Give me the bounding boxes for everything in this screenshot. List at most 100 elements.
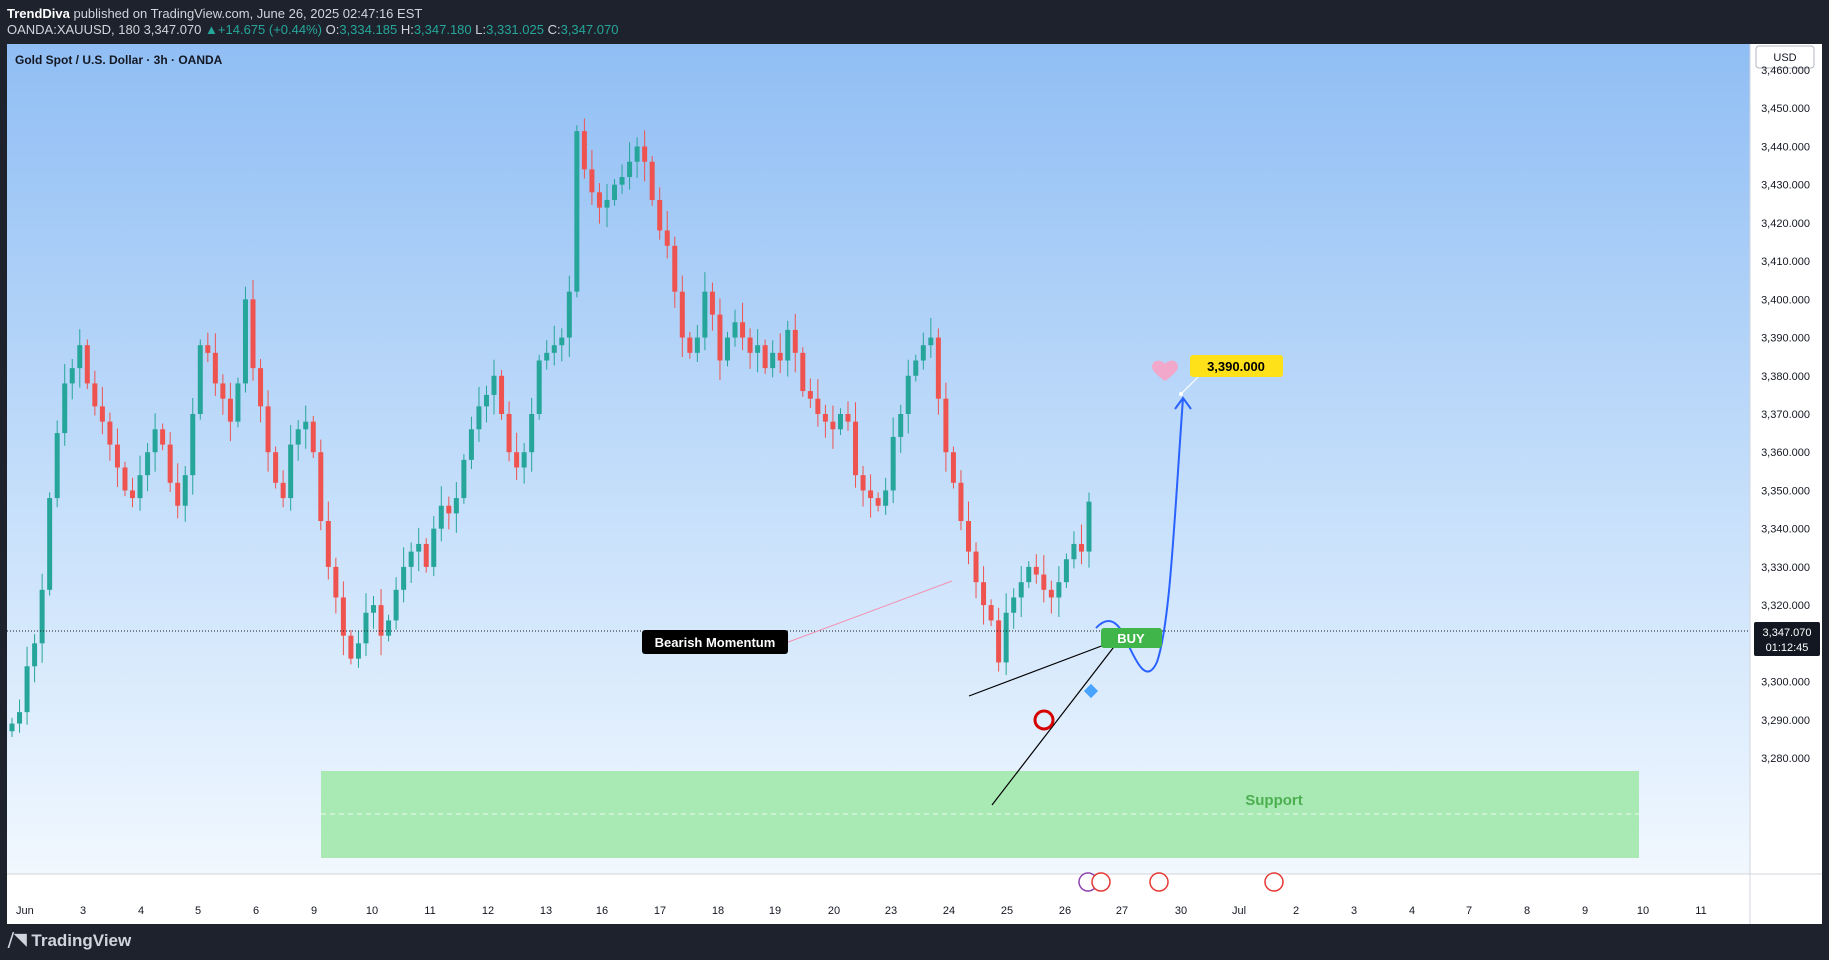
buy-badge[interactable] — [1101, 628, 1162, 648]
candle-body[interactable] — [627, 161, 633, 178]
chart-area[interactable]: Support Bearish Momentum BUY 3,390.000 U… — [7, 44, 1822, 924]
candle-body[interactable] — [303, 421, 309, 430]
candle-body[interactable] — [514, 452, 520, 468]
candle-body[interactable] — [122, 467, 128, 491]
projection-path[interactable] — [1095, 397, 1184, 673]
candle-body[interactable] — [747, 337, 753, 353]
candle-body[interactable] — [905, 375, 911, 414]
candle-body[interactable] — [378, 605, 384, 636]
candle-body[interactable] — [1003, 612, 1009, 663]
bearish-momentum-box[interactable] — [642, 630, 788, 654]
candle-body[interactable] — [928, 337, 934, 346]
us-flag-icon[interactable] — [1264, 872, 1284, 892]
candle-body[interactable] — [197, 345, 203, 414]
entry-diamond-marker[interactable] — [1083, 683, 1099, 699]
candle-body[interactable] — [265, 406, 271, 453]
candle-body[interactable] — [416, 543, 422, 552]
candle-body[interactable] — [145, 452, 151, 476]
candle-body[interactable] — [1048, 589, 1054, 598]
tradingview-logo[interactable]: ⧸◥ TradingView — [8, 931, 131, 951]
candle-body[interactable] — [1063, 559, 1069, 583]
candle-body[interactable] — [1078, 543, 1084, 552]
candle-body[interactable] — [664, 230, 670, 246]
candle-body[interactable] — [559, 337, 565, 346]
candle-body[interactable] — [830, 421, 836, 430]
candle-body[interactable] — [672, 245, 678, 292]
breakout-circle-marker[interactable] — [1033, 709, 1055, 731]
candle-body[interactable] — [212, 352, 218, 384]
candle-body[interactable] — [890, 436, 896, 491]
candle-body[interactable] — [800, 352, 806, 392]
candle-body[interactable] — [1026, 566, 1032, 583]
symbol[interactable]: OANDA:XAUUSD, 180 — [7, 22, 140, 37]
candle-body[interactable] — [152, 429, 158, 453]
candle-body[interactable] — [84, 345, 90, 384]
candle-body[interactable] — [288, 444, 294, 499]
candle-body[interactable] — [973, 551, 979, 583]
candle-body[interactable] — [250, 299, 256, 369]
candle-body[interactable] — [679, 291, 685, 338]
target-price-box[interactable] — [1190, 355, 1283, 377]
candle-body[interactable] — [702, 291, 708, 338]
candle-body[interactable] — [468, 429, 474, 460]
candle-body[interactable] — [551, 345, 557, 353]
candle-body[interactable] — [1056, 582, 1062, 598]
author-name[interactable]: TrendDiva — [7, 6, 70, 21]
candle-body[interactable] — [242, 299, 248, 384]
candle-body[interactable] — [1018, 582, 1024, 598]
candle-body[interactable] — [1033, 566, 1039, 575]
candle-body[interactable] — [130, 490, 136, 499]
candle-body[interactable] — [996, 620, 1002, 663]
candle-body[interactable] — [604, 199, 610, 208]
candle-body[interactable] — [875, 498, 881, 506]
candle-body[interactable] — [988, 605, 994, 621]
candle-body[interactable] — [770, 352, 776, 369]
candle-body[interactable] — [235, 383, 241, 422]
candle-body[interactable] — [190, 414, 196, 476]
candle-body[interactable] — [333, 566, 339, 598]
candle-body[interactable] — [386, 620, 392, 636]
candle-body[interactable] — [581, 131, 587, 170]
candle-body[interactable] — [446, 505, 452, 514]
candle-body[interactable] — [348, 635, 354, 659]
candle-body[interactable] — [566, 291, 572, 338]
currency-button[interactable] — [1755, 45, 1815, 69]
candle-body[interactable] — [965, 521, 971, 552]
candle-body[interactable] — [709, 291, 715, 315]
candle-body[interactable] — [649, 161, 655, 200]
candle-body[interactable] — [950, 452, 956, 483]
candle-body[interactable] — [363, 612, 369, 644]
candle-body[interactable] — [815, 398, 821, 414]
candle-body[interactable] — [205, 345, 211, 353]
candle-body[interactable] — [777, 352, 783, 361]
candle-body[interactable] — [589, 169, 595, 193]
candle-body[interactable] — [860, 475, 866, 491]
candle-body[interactable] — [69, 368, 75, 384]
candle-body[interactable] — [807, 391, 813, 399]
candle-body[interactable] — [792, 329, 798, 353]
candle-body[interactable] — [431, 528, 437, 567]
candle-body[interactable] — [935, 337, 941, 399]
candle-body[interactable] — [408, 551, 414, 567]
candle-body[interactable] — [280, 482, 286, 499]
candle-body[interactable] — [634, 146, 640, 162]
candle-body[interactable] — [17, 712, 23, 724]
candle-body[interactable] — [273, 452, 279, 483]
candle-body[interactable] — [1086, 501, 1092, 552]
candle-body[interactable] — [740, 322, 746, 338]
candle-body[interactable] — [868, 490, 874, 499]
candle-body[interactable] — [438, 505, 444, 529]
candle-body[interactable] — [220, 383, 226, 399]
candle-body[interactable] — [732, 322, 738, 338]
candle-body[interactable] — [182, 475, 188, 506]
candle-body[interactable] — [1071, 543, 1077, 560]
candle-body[interactable] — [371, 605, 377, 613]
candle-body[interactable] — [491, 375, 497, 395]
candle-body[interactable] — [506, 414, 512, 453]
candle-body[interactable] — [453, 498, 459, 514]
candle-body[interactable] — [521, 452, 527, 468]
candle-body[interactable] — [499, 375, 505, 414]
candle-body[interactable] — [92, 383, 98, 407]
candle-body[interactable] — [401, 566, 407, 590]
candle-body[interactable] — [981, 582, 987, 606]
